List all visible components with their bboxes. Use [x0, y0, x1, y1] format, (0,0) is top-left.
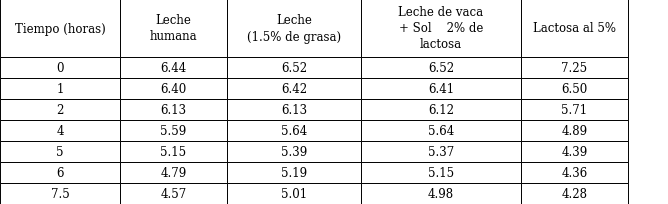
- Bar: [227, 183, 361, 204]
- Text: 5.39: 5.39: [281, 145, 307, 158]
- Bar: [120, 162, 227, 183]
- Text: 6.44: 6.44: [160, 62, 186, 75]
- Text: 5.64: 5.64: [428, 124, 454, 137]
- Text: 5: 5: [56, 145, 63, 158]
- Bar: [521, 0, 628, 58]
- Text: 6.52: 6.52: [428, 62, 454, 75]
- Bar: [0, 100, 120, 120]
- Text: 5.15: 5.15: [428, 166, 454, 179]
- Bar: [0, 58, 120, 79]
- Text: 6.50: 6.50: [561, 83, 588, 95]
- Text: 4.39: 4.39: [561, 145, 588, 158]
- Bar: [361, 183, 521, 204]
- Bar: [361, 0, 521, 58]
- Text: 4.98: 4.98: [428, 187, 454, 200]
- Bar: [0, 183, 120, 204]
- Text: 6.41: 6.41: [428, 83, 454, 95]
- Bar: [521, 58, 628, 79]
- Bar: [120, 100, 227, 120]
- Bar: [120, 79, 227, 100]
- Bar: [0, 0, 120, 58]
- Text: Leche
humana: Leche humana: [150, 14, 197, 43]
- Bar: [120, 183, 227, 204]
- Bar: [227, 141, 361, 162]
- Bar: [120, 120, 227, 141]
- Text: Tiempo (horas): Tiempo (horas): [15, 22, 106, 35]
- Text: 5.37: 5.37: [428, 145, 454, 158]
- Bar: [361, 141, 521, 162]
- Text: 2: 2: [56, 103, 63, 116]
- Text: 4.36: 4.36: [561, 166, 588, 179]
- Text: 6.40: 6.40: [160, 83, 186, 95]
- Bar: [227, 100, 361, 120]
- Text: Leche
(1.5% de grasa): Leche (1.5% de grasa): [247, 14, 341, 43]
- Bar: [0, 79, 120, 100]
- Bar: [361, 100, 521, 120]
- Text: 4.28: 4.28: [562, 187, 587, 200]
- Bar: [227, 0, 361, 58]
- Text: 5.64: 5.64: [281, 124, 307, 137]
- Bar: [361, 79, 521, 100]
- Text: 1: 1: [56, 83, 63, 95]
- Bar: [120, 0, 227, 58]
- Bar: [227, 162, 361, 183]
- Bar: [361, 58, 521, 79]
- Text: 6.13: 6.13: [160, 103, 186, 116]
- Text: 0: 0: [56, 62, 63, 75]
- Text: 5.15: 5.15: [160, 145, 186, 158]
- Bar: [361, 120, 521, 141]
- Text: Lactosa al 5%: Lactosa al 5%: [533, 22, 616, 35]
- Text: 5.71: 5.71: [561, 103, 588, 116]
- Text: 7.5: 7.5: [51, 187, 69, 200]
- Bar: [521, 183, 628, 204]
- Text: 4: 4: [56, 124, 63, 137]
- Bar: [120, 58, 227, 79]
- Bar: [227, 58, 361, 79]
- Text: 5.19: 5.19: [281, 166, 307, 179]
- Text: 4.57: 4.57: [160, 187, 186, 200]
- Bar: [521, 79, 628, 100]
- Bar: [0, 120, 120, 141]
- Text: 6.52: 6.52: [281, 62, 307, 75]
- Text: 6: 6: [56, 166, 63, 179]
- Text: Leche de vaca
+ Sol    2% de
lactosa: Leche de vaca + Sol 2% de lactosa: [398, 7, 484, 51]
- Bar: [521, 162, 628, 183]
- Text: 4.79: 4.79: [160, 166, 186, 179]
- Bar: [521, 141, 628, 162]
- Bar: [0, 162, 120, 183]
- Bar: [521, 100, 628, 120]
- Text: 7.25: 7.25: [561, 62, 588, 75]
- Text: 6.13: 6.13: [281, 103, 307, 116]
- Text: 5.59: 5.59: [160, 124, 186, 137]
- Bar: [361, 162, 521, 183]
- Bar: [227, 120, 361, 141]
- Text: 5.01: 5.01: [281, 187, 307, 200]
- Bar: [227, 79, 361, 100]
- Text: 6.12: 6.12: [428, 103, 454, 116]
- Text: 4.89: 4.89: [561, 124, 588, 137]
- Bar: [0, 141, 120, 162]
- Text: 6.42: 6.42: [281, 83, 307, 95]
- Bar: [521, 120, 628, 141]
- Bar: [120, 141, 227, 162]
